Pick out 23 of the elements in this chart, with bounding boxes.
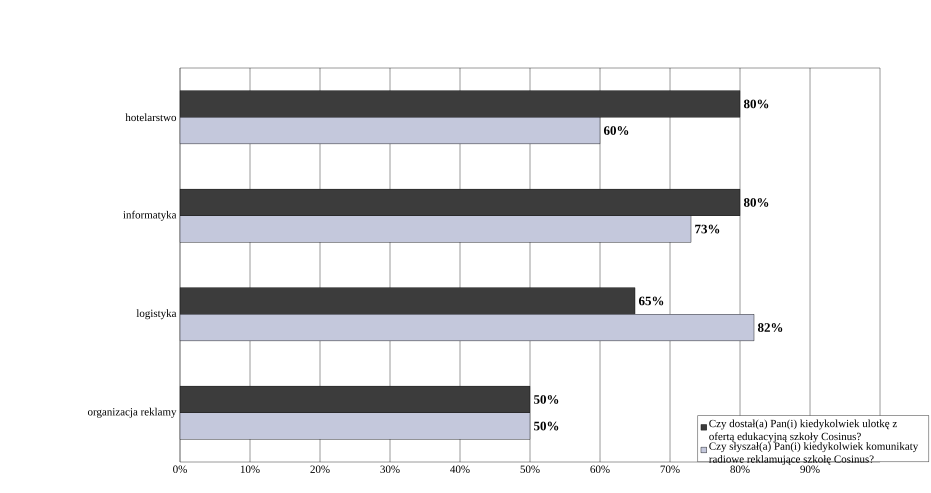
- data-label: 80%: [744, 100, 768, 108]
- x-tick-label: 90%: [800, 466, 820, 473]
- y-tick-label: hotelarstwo: [125, 113, 176, 122]
- data-label: 50%: [534, 395, 558, 404]
- x-tick-label: 60%: [590, 466, 610, 473]
- y-tick-label: logistyka: [136, 309, 176, 320]
- data-label: 80%: [744, 198, 768, 207]
- x-tick-label: 10%: [240, 466, 260, 473]
- data-label: 60%: [604, 126, 628, 135]
- y-tick-label: organizacja reklamy: [88, 408, 176, 418]
- y-tick-label: informatyka: [123, 210, 176, 221]
- legend-label: Czy dostał(a) Pan(i) kiedykolwiek ulotkę z ofertą edukacyjną szkoły Cosinus?: [709, 420, 897, 442]
- data-label: 50%: [534, 422, 558, 430]
- x-tick-label: 70%: [660, 466, 680, 473]
- x-tick-label: 40%: [450, 466, 470, 473]
- x-tick-label: 30%: [380, 466, 400, 473]
- data-label: 73%: [695, 224, 720, 234]
- x-tick-label: 20%: [310, 466, 330, 473]
- x-tick-label: 50%: [520, 466, 540, 473]
- data-label: 82%: [758, 323, 782, 332]
- data-label: 65%: [638, 296, 664, 306]
- x-tick-label: 80%: [730, 466, 750, 473]
- x-tick-label: 0%: [173, 466, 187, 473]
